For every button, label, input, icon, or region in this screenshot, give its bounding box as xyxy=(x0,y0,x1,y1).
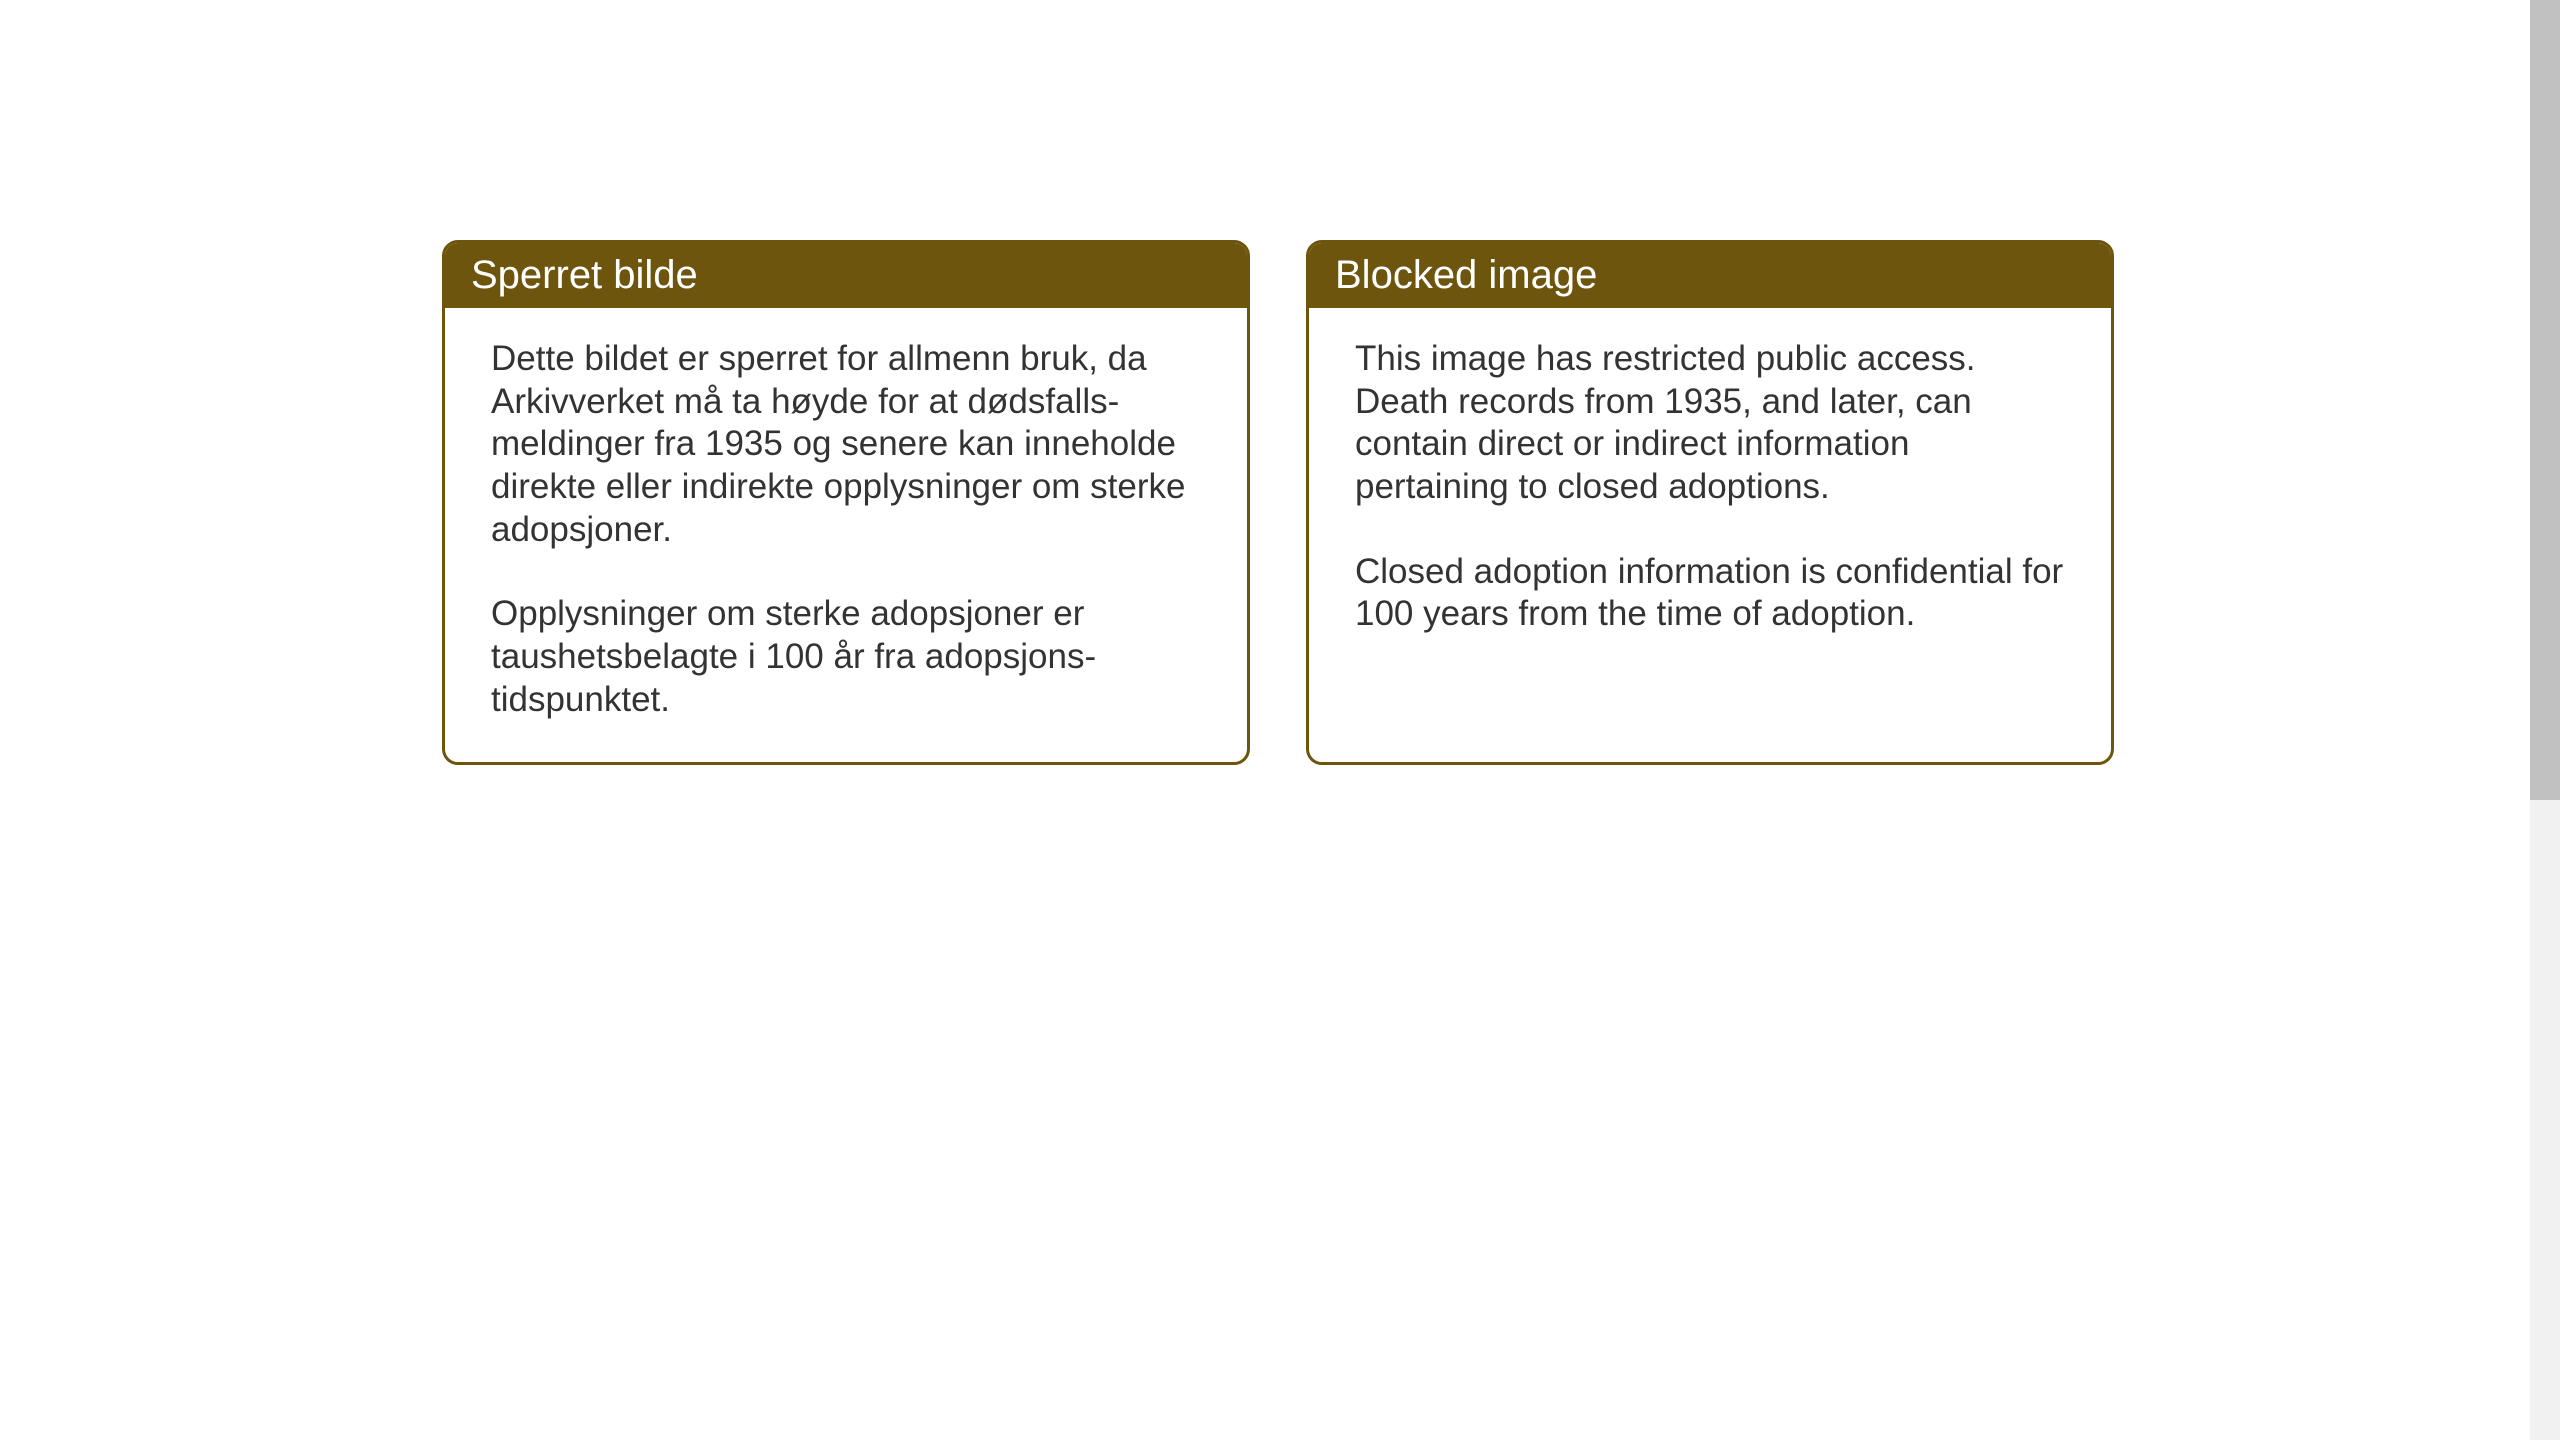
card-paragraph-2-norwegian: Opplysninger om sterke adopsjoner er tau… xyxy=(491,593,1201,721)
scrollbar-track[interactable] xyxy=(2530,0,2560,1440)
card-paragraph-2-english: Closed adoption information is confident… xyxy=(1355,551,2065,636)
card-english: Blocked image This image has restricted … xyxy=(1306,240,2114,765)
card-title-norwegian: Sperret bilde xyxy=(471,253,698,297)
card-body-norwegian: Dette bildet er sperret for allmenn bruk… xyxy=(445,308,1247,762)
card-norwegian: Sperret bilde Dette bildet er sperret fo… xyxy=(442,240,1250,765)
scrollbar-thumb[interactable] xyxy=(2530,0,2560,800)
card-title-english: Blocked image xyxy=(1335,253,1597,297)
card-header-english: Blocked image xyxy=(1309,243,2111,308)
cards-container: Sperret bilde Dette bildet er sperret fo… xyxy=(442,240,2114,765)
card-body-english: This image has restricted public access.… xyxy=(1309,308,2111,676)
card-paragraph-1-norwegian: Dette bildet er sperret for allmenn bruk… xyxy=(491,338,1201,551)
card-header-norwegian: Sperret bilde xyxy=(445,243,1247,308)
card-paragraph-1-english: This image has restricted public access.… xyxy=(1355,338,2065,509)
